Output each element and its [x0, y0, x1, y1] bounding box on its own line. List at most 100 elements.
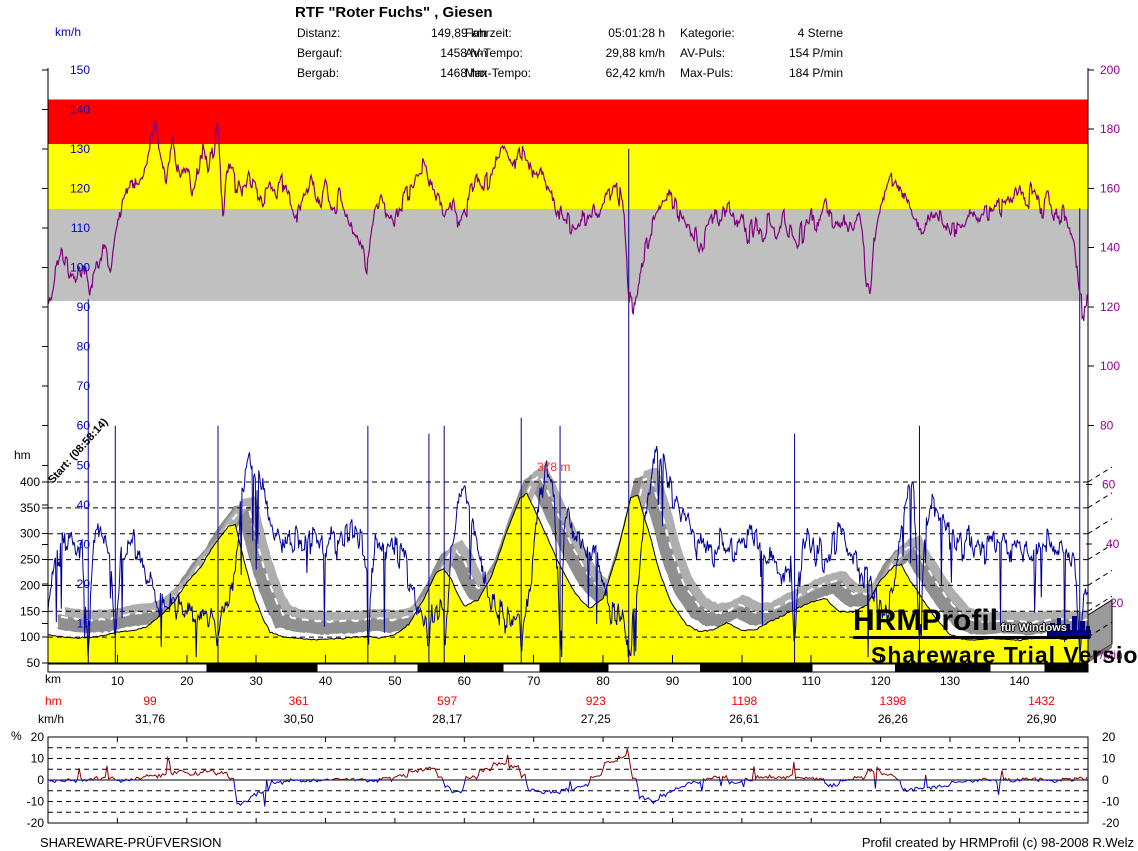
gradient-axis-title: %	[11, 729, 22, 743]
pulse-trace	[48, 118, 1088, 322]
elevation-tick-label: 250	[20, 553, 40, 567]
max-elevation-annotation: 378 m	[537, 460, 571, 474]
km-tick-label: 80	[596, 674, 610, 688]
speed-trace	[48, 446, 1088, 658]
footer-credits: Profil created by HRMProfil (c) 98-2008 …	[861, 835, 1134, 850]
pulse-tick-label: 180	[1100, 122, 1120, 136]
gradient-tick-label: -10	[1102, 795, 1120, 809]
stat-value: 05:01:28 h	[608, 26, 665, 40]
zone-gray	[48, 209, 1088, 302]
stat-label: Bergauf:	[297, 46, 343, 60]
km-tick-label: 10	[111, 674, 125, 688]
pulse-tick-label: 120	[1100, 300, 1120, 314]
gradient-tick-label: 0	[1102, 773, 1109, 787]
stat-value: 1468 hm	[440, 66, 487, 80]
pulse-tick-label: 80	[1100, 418, 1114, 432]
pulse-tick-label-3d: 40	[1106, 537, 1120, 551]
pedestal-3d-edge	[1088, 644, 1112, 663]
road-band-light	[64, 464, 1088, 623]
road-3d	[57, 464, 1088, 636]
pulse-tick-label-3d: 60	[1102, 478, 1116, 492]
gradient-tick-label: -20	[27, 816, 45, 830]
elevation-axis-title: hm	[14, 448, 31, 462]
elevation-area	[48, 492, 1088, 663]
watermark-suffix: für Windows	[1001, 622, 1067, 634]
km-tick-label: 130	[940, 674, 960, 688]
segment-hm-value: 1198	[731, 694, 758, 708]
segment-hm-value: 1432	[1028, 694, 1055, 708]
speed-tick-label: 50	[77, 458, 91, 472]
stat-value: 149,89 km	[430, 26, 487, 40]
ruler-segment	[47, 663, 208, 673]
elevation-tick-label: 100	[20, 630, 40, 644]
page-title: RTF "Roter Fuchs" , Giesen	[295, 4, 493, 21]
speed-tick-label: 30	[77, 537, 91, 551]
watermark-logo: HRMProfil für Windows	[853, 606, 1090, 639]
segment-kmh-value: 27,25	[580, 712, 611, 726]
castle-logo-part	[1050, 623, 1055, 630]
pulse-tick-label-3d: 20	[1110, 596, 1124, 610]
ruler-segment	[417, 663, 504, 673]
speed-tick-label: 60	[77, 419, 91, 433]
pulse-tick-label: 100	[1100, 359, 1120, 373]
segment-kmh-value: 26,61	[729, 712, 760, 726]
segment-kmh-value: 26,90	[1026, 712, 1057, 726]
stat-value: 1458 hm	[440, 46, 487, 60]
elevation-tick-label: 300	[20, 527, 40, 541]
castle-logo-part	[1072, 616, 1077, 630]
castle-logo-part	[1057, 618, 1061, 630]
stat-row: Distanz: 149,89 km	[297, 26, 487, 46]
stat-value: 4 Sterne	[797, 26, 843, 40]
segment-hm-value: 923	[585, 694, 606, 708]
stop-lines	[87, 148, 1081, 663]
ruler-segment	[607, 663, 701, 673]
segment-hm-value: 1398	[879, 694, 907, 708]
elevation-tick-label: 50	[27, 656, 41, 670]
segment-kmh-value: 30,50	[283, 712, 314, 726]
speed-tick-label: 70	[77, 379, 91, 393]
castle-logo-part	[1064, 624, 1070, 630]
elevation-tick-label: 400	[20, 475, 40, 489]
stat-value: 29,88 km/h	[605, 46, 665, 60]
ruler-segment	[699, 663, 813, 673]
stats-column: Kategorie: 4 Sterne AV-Puls: 154 P/min Max-P…	[680, 26, 843, 86]
gradient-tick-label: 20	[1102, 730, 1116, 744]
gradient-tick-label: 0	[37, 773, 44, 787]
stat-label: AV-Puls:	[680, 46, 726, 60]
gradient-trace-positive	[56, 748, 1088, 780]
grid-line-3d	[1087, 492, 1113, 509]
km-ruler-bar	[47, 663, 1089, 673]
stat-label: AV-Tempo:	[465, 46, 523, 60]
gradient-strip: 20 20 10 10 0 0 -10 -10 -20 -20	[27, 730, 1120, 830]
axes	[42, 68, 1094, 664]
stat-row: Bergab: 1468 hm	[297, 66, 487, 86]
zone-red	[48, 99, 1088, 145]
pulse-tick-label: 200	[1100, 63, 1120, 77]
grid-line-3d	[1087, 621, 1113, 638]
segment-kmh-value: 31,76	[135, 712, 166, 726]
ruler-segment	[539, 663, 609, 673]
stat-label: Bergab:	[297, 66, 340, 80]
grid-line-3d	[1087, 595, 1113, 612]
stat-label: Fahrzeit:	[465, 26, 512, 40]
speed-axis-title: km/h	[55, 25, 82, 39]
km-tick-label: 90	[666, 674, 680, 688]
km-tick-label: 30	[249, 674, 263, 688]
km-tick-label: 140	[1009, 674, 1029, 688]
pulse-zones	[48, 99, 1088, 302]
km-tick-label: 70	[527, 674, 541, 688]
grid-line-3d	[1087, 466, 1113, 483]
speed-tick-label: 10	[77, 616, 91, 630]
stat-row: Fahrzeit: 05:01:28 h	[465, 26, 665, 46]
segment-kmh-value: 28,17	[432, 712, 463, 726]
elevation-tick-label: 350	[20, 501, 40, 515]
km-tick-label: 40	[319, 674, 333, 688]
castle-logo-part	[1080, 621, 1085, 630]
distance-axis-title: km	[45, 672, 61, 686]
km-tick-label: 20	[180, 674, 194, 688]
stat-value: 154 P/min	[788, 46, 843, 60]
stat-row: Max-Puls: 184 P/min	[680, 66, 843, 86]
segment-hm-value: 361	[288, 694, 309, 708]
km-tick-label: 60	[458, 674, 472, 688]
